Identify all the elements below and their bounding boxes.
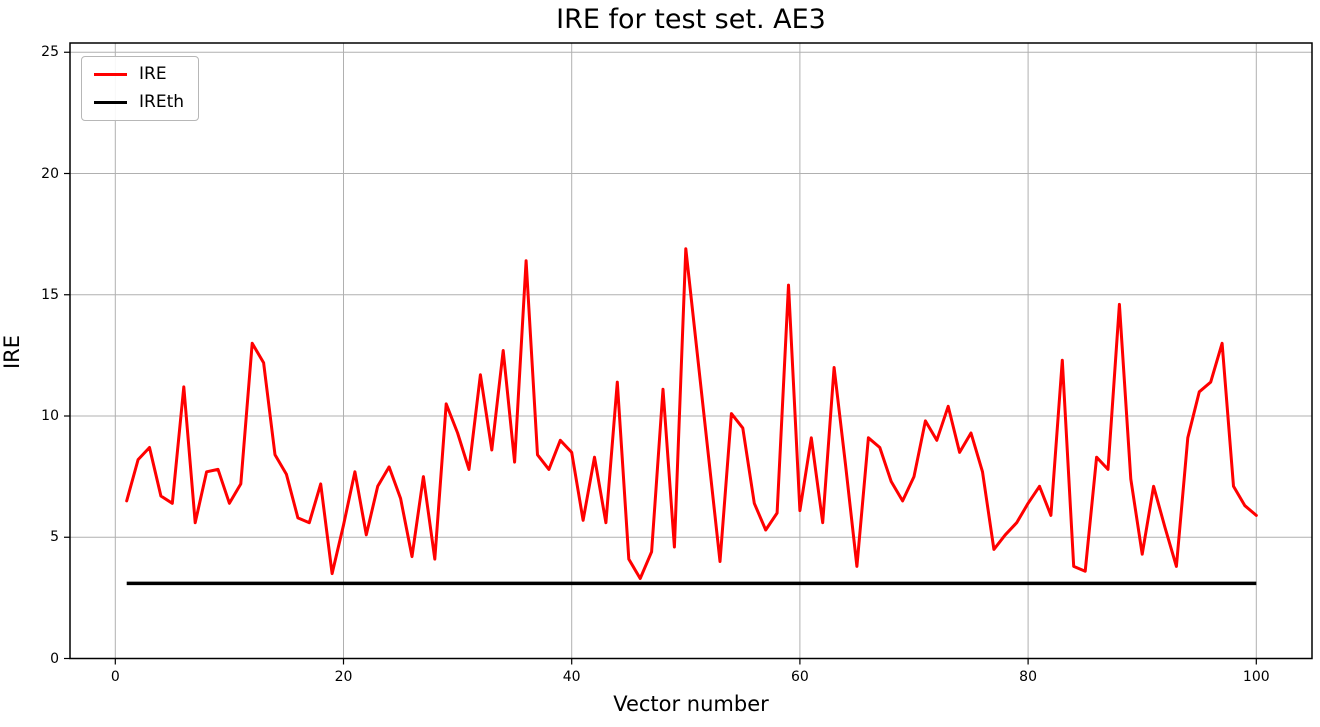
y-tick-label: 15 <box>41 286 59 303</box>
legend: IRE IREth <box>81 56 200 121</box>
x-tick-label: 40 <box>562 668 581 685</box>
y-tick-label: 0 <box>50 650 59 667</box>
x-tick-label: 100 <box>1242 668 1270 685</box>
y-tick-label: 25 <box>41 44 59 61</box>
legend-label-ire: IRE <box>139 64 167 84</box>
ire-line-swatch <box>94 73 127 76</box>
y-tick-label: 10 <box>41 408 59 424</box>
legend-item-ire: IRE <box>94 65 184 84</box>
x-tick-label: 80 <box>1019 668 1038 685</box>
y-tick-label: 5 <box>50 529 59 546</box>
legend-item-ireth: IREth <box>94 93 184 112</box>
x-axis-label: Vector number <box>613 692 769 716</box>
axes-frame <box>69 42 1313 660</box>
chart-title: IRE for test set. AE3 <box>556 4 826 35</box>
x-tick-label: 60 <box>790 668 809 685</box>
y-tick-label: 20 <box>41 165 59 182</box>
y-axis-label: IRE <box>0 334 24 370</box>
legend-label-ireth: IREth <box>139 92 185 112</box>
x-tick-label: 0 <box>110 668 120 685</box>
ire-line <box>125 247 1258 580</box>
ireth-line-swatch <box>94 101 127 104</box>
x-tick-label: 20 <box>334 668 353 685</box>
